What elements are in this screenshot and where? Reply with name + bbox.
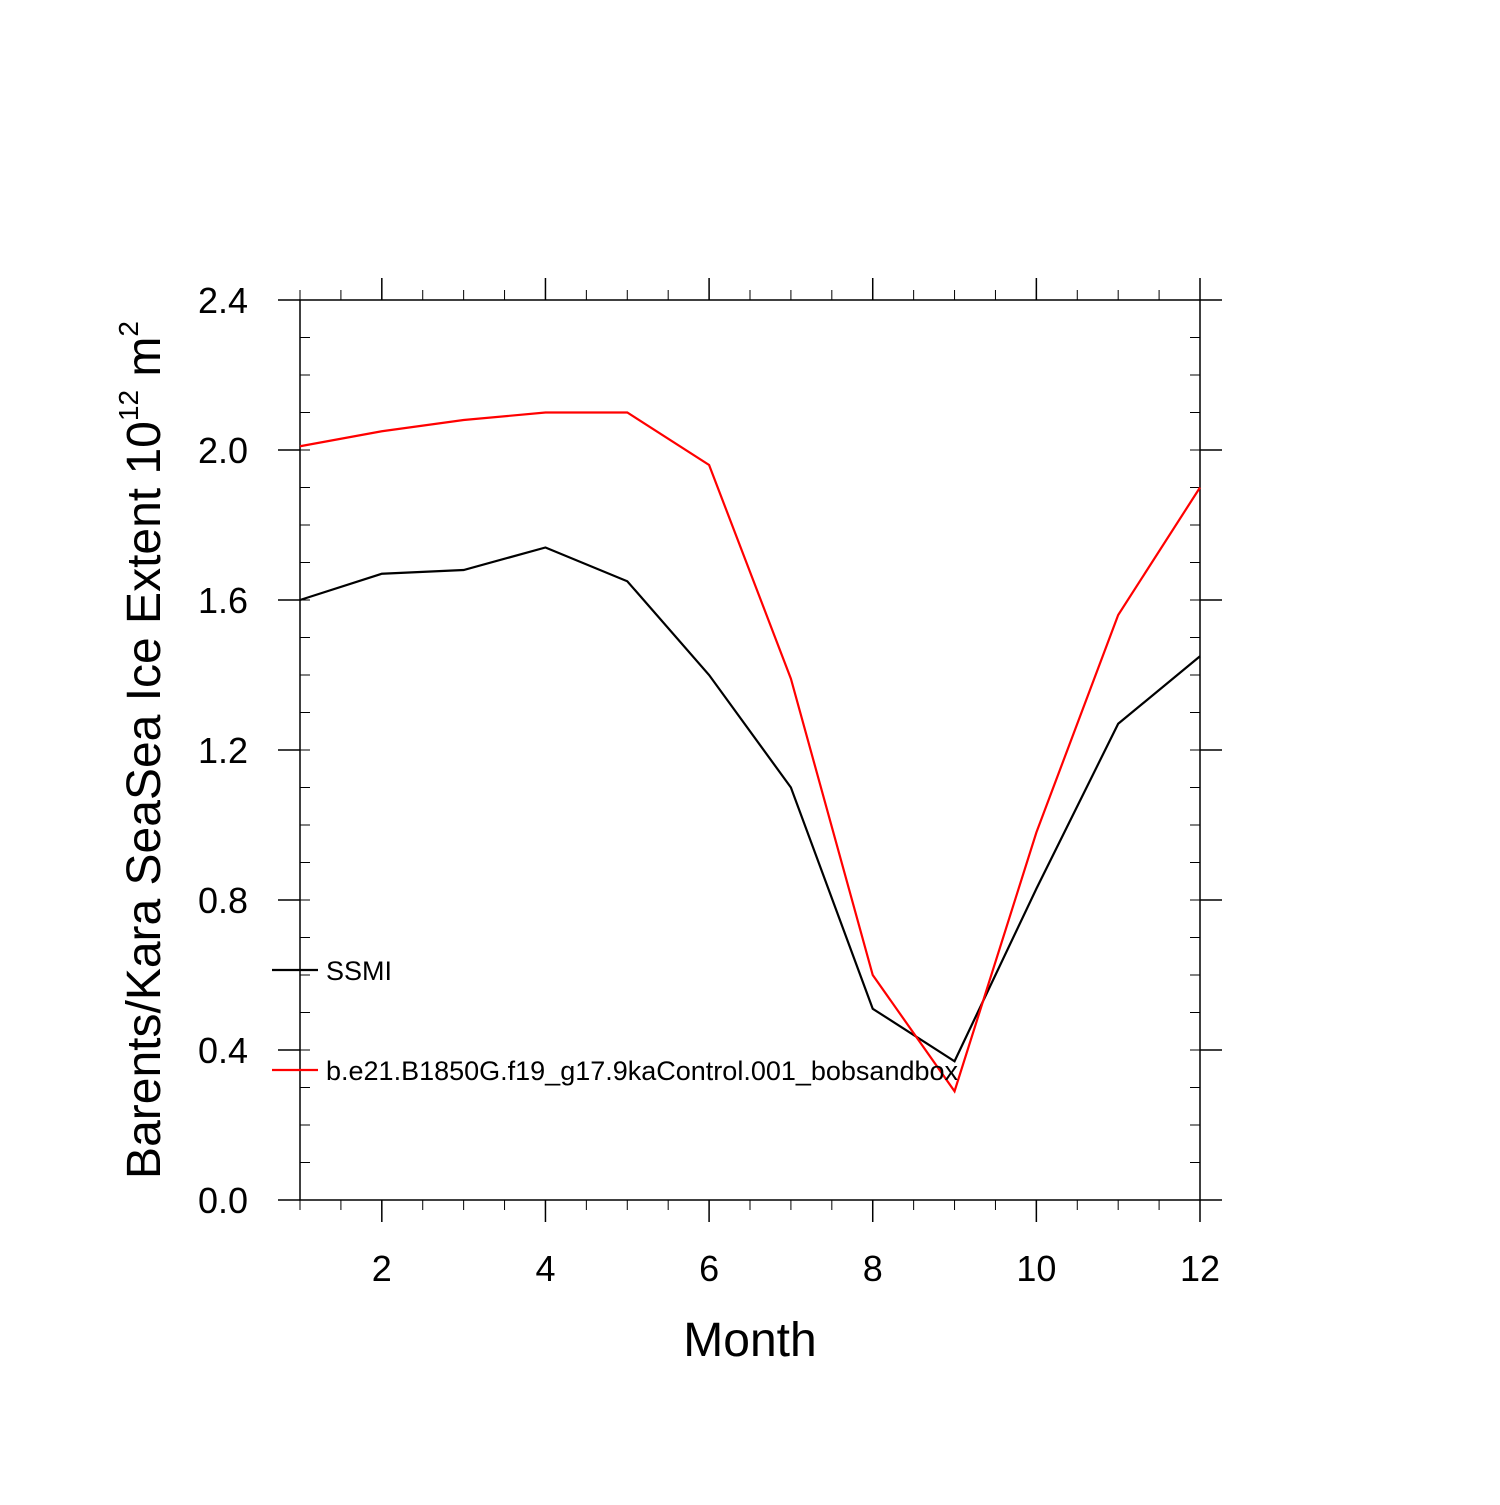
x-tick-label: 4 — [535, 1248, 555, 1289]
y-tick-label: 0.8 — [198, 880, 248, 921]
y-tick-label: 0.0 — [198, 1180, 248, 1221]
y-axis-ticks: 0.0 0.4 0.8 1.2 1.6 2.0 2.4 — [198, 280, 1222, 1221]
x-tick-label: 10 — [1016, 1248, 1056, 1289]
y-tick-label: 2.4 — [198, 280, 248, 321]
legend-label: b.e21.B1850G.f19_g17.9kaControl.001_bobs… — [326, 1056, 959, 1086]
y-tick-label: 1.6 — [198, 580, 248, 621]
x-tick-label: 8 — [863, 1248, 883, 1289]
legend-label: SSMI — [326, 956, 392, 986]
y-axis-label: Barents/Kara SeaSea Ice Extent 1012 m2 — [113, 321, 171, 1179]
y-axis-label-middle: m — [118, 337, 171, 390]
y-tick-label: 2.0 — [198, 430, 248, 471]
series-line-2 — [299, 411, 1201, 1094]
y-axis-label-exponent: 12 — [113, 390, 144, 421]
y-axis-label-prefix: Barents/Kara SeaSea Ice Extent 10 — [118, 421, 171, 1179]
x-axis-ticks: 2 4 6 8 10 12 — [372, 278, 1220, 1289]
x-axis-label: Month — [683, 1314, 816, 1367]
series-line-1 — [299, 546, 1201, 1063]
x-tick-label: 12 — [1180, 1248, 1220, 1289]
y-axis-label-unit-exponent: 2 — [113, 321, 144, 337]
y-tick-label: 1.2 — [198, 730, 248, 771]
y-tick-label: 0.4 — [198, 1030, 248, 1071]
series-lines — [299, 411, 1201, 1094]
legend: SSMI b.e21.B1850G.f19_g17.9kaControl.001_… — [272, 956, 959, 1086]
x-tick-label: 6 — [699, 1248, 719, 1289]
x-tick-label: 2 — [372, 1248, 392, 1289]
